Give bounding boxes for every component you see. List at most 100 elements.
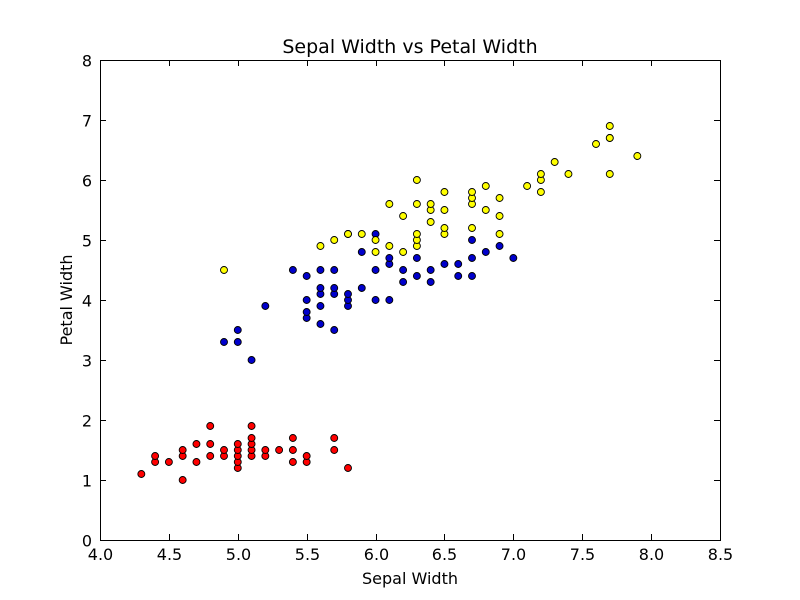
plot-area (100, 60, 721, 541)
data-point-series-2 (233, 338, 242, 346)
data-point-series-3 (426, 218, 435, 226)
data-point-series-3 (385, 242, 394, 250)
data-point-series-2 (399, 266, 408, 274)
data-point-series-2 (344, 290, 352, 298)
y-tick-label: 3 (82, 352, 92, 371)
data-point-series-1 (164, 458, 173, 466)
data-point-series-2 (220, 338, 228, 346)
data-point-series-2 (302, 272, 311, 280)
data-point-series-3 (564, 170, 573, 178)
data-point-series-2 (316, 266, 325, 274)
data-point-series-3 (412, 200, 421, 208)
data-point-series-3 (468, 188, 476, 196)
data-point-series-3 (220, 266, 228, 274)
data-point-series-1 (206, 422, 215, 430)
data-point-series-3 (357, 230, 366, 238)
data-point-series-2 (233, 326, 242, 334)
x-tick-label: 7.0 (501, 545, 526, 564)
x-tick-label: 8.0 (639, 545, 664, 564)
y-tick-label: 7 (82, 112, 92, 131)
y-tick-label: 0 (82, 532, 92, 551)
data-point-series-2 (330, 266, 339, 274)
data-point-series-2 (316, 320, 325, 328)
data-point-series-2 (247, 356, 256, 364)
data-point-series-3 (495, 194, 504, 202)
data-point-series-3 (550, 158, 559, 166)
data-point-series-1 (206, 440, 215, 448)
data-point-series-2 (468, 254, 476, 262)
data-point-series-3 (605, 122, 614, 130)
data-point-series-3 (440, 188, 449, 196)
data-point-series-3 (440, 206, 449, 214)
y-tick-label: 5 (82, 232, 92, 251)
data-point-series-3 (426, 200, 435, 208)
data-point-series-2 (357, 248, 366, 256)
x-tick-label: 4.5 (157, 545, 182, 564)
data-point-series-3 (371, 236, 380, 244)
y-axis-label: Petal Width (57, 254, 76, 345)
data-point-series-2 (468, 272, 476, 280)
data-point-series-1 (233, 440, 242, 448)
data-point-series-2 (454, 260, 463, 268)
data-point-series-1 (151, 452, 160, 460)
data-point-series-3 (605, 134, 614, 142)
data-point-series-1 (344, 464, 352, 472)
y-axis: 0 1 2 3 4 5 6 7 8 (82, 52, 720, 551)
y-tick-label: 4 (82, 292, 92, 311)
data-point-series-2 (468, 236, 476, 244)
data-point-series-1 (330, 446, 339, 454)
data-point-series-1 (220, 446, 228, 454)
data-point-series-1 (192, 458, 201, 466)
x-tick-label: 6.5 (432, 545, 457, 564)
data-point-series-2 (412, 272, 421, 280)
data-point-series-1 (247, 422, 256, 430)
data-point-series-3 (440, 224, 449, 232)
data-point-series-3 (481, 206, 490, 214)
data-point-series-2 (509, 254, 518, 262)
data-point-series-2 (385, 296, 394, 304)
data-point-series-2 (288, 266, 297, 274)
y-tick-label: 6 (82, 172, 92, 191)
data-point-series-1 (192, 440, 201, 448)
x-axis: 4.0 4.5 5.0 5.5 6.0 6.5 7.0 7.5 8.0 8.5 (88, 60, 733, 564)
data-point-series-2 (330, 326, 339, 334)
data-point-series-1 (288, 458, 297, 466)
data-point-series-2 (399, 278, 408, 286)
data-point-series-3 (412, 230, 421, 238)
data-point-series-3 (316, 242, 325, 250)
data-point-series-2 (371, 266, 380, 274)
data-point-series-2 (454, 272, 463, 280)
x-tick-label: 5.0 (226, 545, 251, 564)
x-tick-label: 8.5 (708, 545, 733, 564)
data-point-series-2 (302, 296, 311, 304)
data-point-series-2 (440, 260, 449, 268)
data-point-series-2 (412, 254, 421, 262)
data-point-series-2 (316, 302, 325, 310)
data-point-series-3 (330, 236, 339, 244)
data-point-series-3 (399, 248, 408, 256)
data-point-series-2 (316, 284, 325, 292)
data-point-series-1 (137, 470, 146, 478)
y-tick-label: 1 (82, 472, 92, 491)
data-point-series-3 (468, 224, 476, 232)
data-point-series-3 (371, 248, 380, 256)
data-point-series-2 (495, 242, 504, 250)
data-point-series-3 (481, 182, 490, 190)
data-point-series-3 (495, 230, 504, 238)
data-point-series-2 (426, 266, 435, 274)
data-point-series-2 (357, 284, 366, 292)
y-tick-label: 8 (82, 52, 92, 71)
data-points (137, 122, 642, 484)
data-point-series-3 (605, 170, 614, 178)
data-point-series-3 (536, 170, 545, 178)
chart-title: Sepal Width vs Petal Width (282, 36, 537, 58)
data-point-series-1 (261, 446, 270, 454)
data-point-series-3 (399, 212, 408, 220)
data-point-series-2 (261, 302, 270, 310)
data-point-series-1 (302, 452, 311, 460)
data-point-series-3 (523, 182, 532, 190)
y-tick-label: 2 (82, 412, 92, 431)
data-point-series-1 (288, 434, 297, 442)
data-point-series-1 (178, 446, 187, 454)
